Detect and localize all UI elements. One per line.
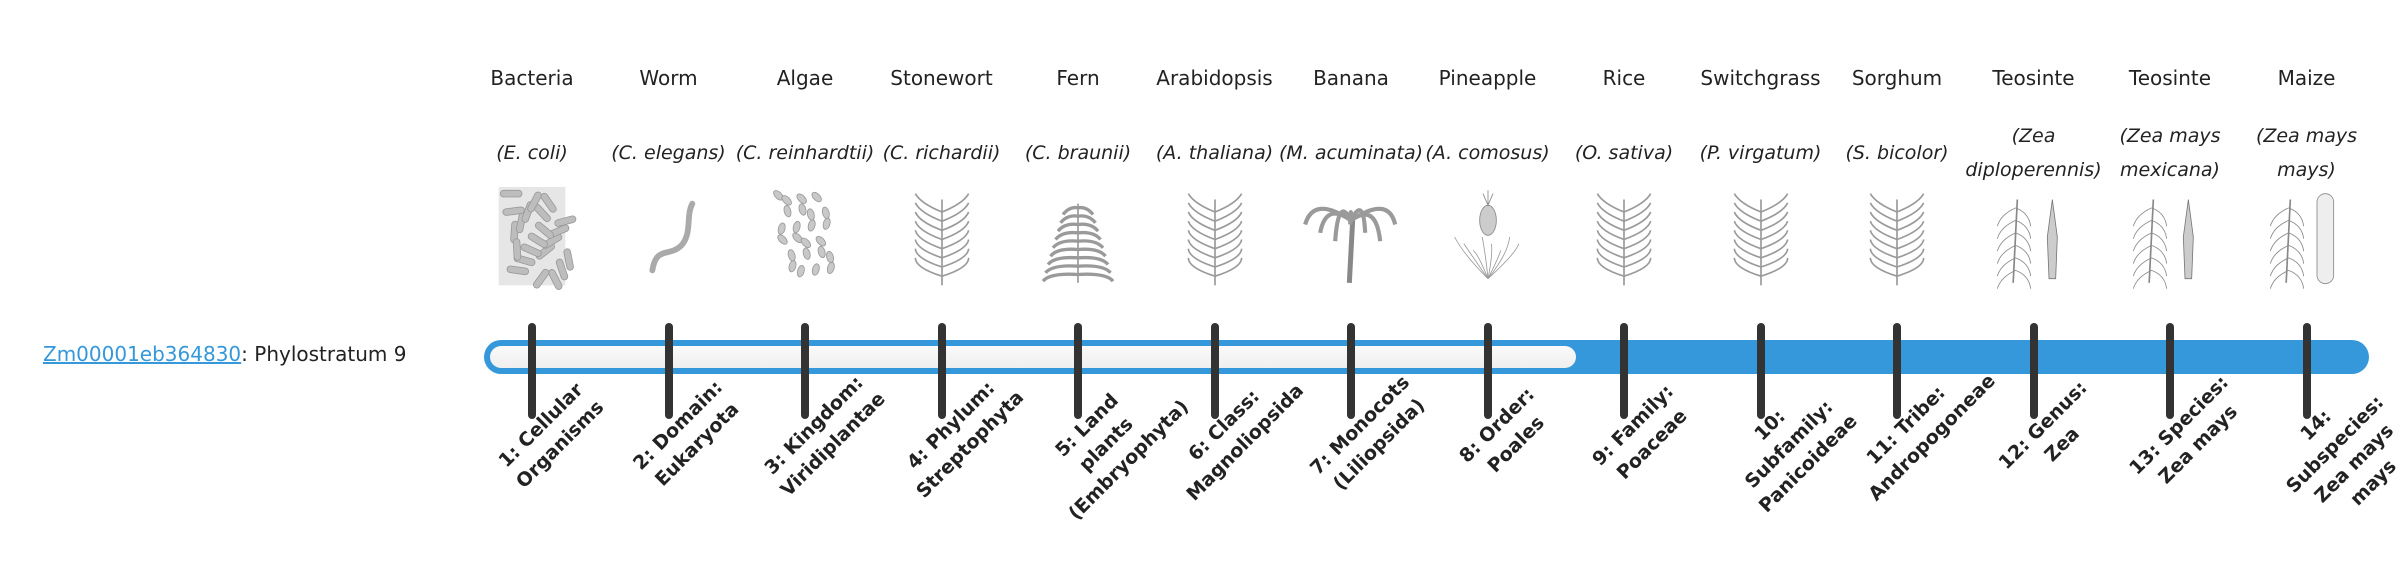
organism-illustration xyxy=(619,177,719,297)
banana-tree-icon xyxy=(1303,206,1398,283)
worm-icon xyxy=(648,200,695,274)
organism-scientific-name: (Zea mays mays) xyxy=(2255,125,2358,181)
stratum-tick xyxy=(2166,323,2174,419)
stratum-tick xyxy=(1210,323,1219,419)
organism-column: Teosinte (Zea diploperennis) xyxy=(1965,0,2102,580)
fern-icon xyxy=(1041,203,1115,283)
organism-illustration xyxy=(1165,177,1265,297)
organism-column: Arabidopsis (A. thaliana) xyxy=(1147,0,1283,580)
organism-common-name: Rice xyxy=(1602,66,1646,90)
stratum-tick xyxy=(937,323,946,419)
rice-icon xyxy=(1596,193,1652,286)
organism-column: Rice (O. sativa) xyxy=(1556,0,1692,580)
arabidopsis-icon xyxy=(1187,193,1242,286)
organism-scientific-name: (S. bicolor) xyxy=(1845,142,1949,164)
organism-illustration xyxy=(1984,177,2084,297)
stratum-tick xyxy=(2302,323,2311,419)
organism-common-name: Switchgrass xyxy=(1700,66,1821,90)
organism-common-name: Arabidopsis xyxy=(1156,66,1273,90)
organism-illustration xyxy=(892,177,992,297)
stratum-tick xyxy=(1893,323,1901,419)
organism-column: Maize (Zea mays mays) xyxy=(2239,0,2375,580)
organism-common-name: Sorghum xyxy=(1851,66,1943,90)
stratum-tick xyxy=(1347,323,1355,419)
organism-common-name: Teosinte xyxy=(2128,66,2212,90)
organism-illustration xyxy=(755,177,855,297)
organism-scientific-name: (C. braunii) xyxy=(1024,142,1132,164)
organism-illustration xyxy=(1847,177,1947,297)
stratum-tick xyxy=(1756,323,1765,419)
organism-common-name: Pineapple xyxy=(1438,66,1537,90)
stonewort-icon xyxy=(914,193,969,286)
organism-scientific-name: (M. acuminata) xyxy=(1279,142,1423,164)
organism-illustration xyxy=(1301,177,1401,297)
organism-common-name: Bacteria xyxy=(490,66,574,90)
gene-separator: : xyxy=(241,342,248,366)
organism-common-name: Maize xyxy=(2277,66,2336,90)
organism-scientific-name: (Zea diploperennis) xyxy=(1965,125,2102,181)
organism-common-name: Worm xyxy=(639,66,698,90)
phylostratum-label: Phylostratum 9 xyxy=(247,342,407,366)
organism-illustration xyxy=(1438,177,1538,297)
switchgrass-icon xyxy=(1733,193,1788,286)
organism-column: Pineapple (A. comosus) xyxy=(1420,0,1556,580)
organism-column: Switchgrass (P. virgatum) xyxy=(1693,0,1829,580)
organism-column: Fern (C. braunii) xyxy=(1010,0,1146,580)
pineapple-icon xyxy=(1453,190,1519,279)
organism-column: Bacteria (E. coli) xyxy=(464,0,600,580)
organism-common-name: Stonewort xyxy=(890,66,993,90)
organism-scientific-name: (C. richardii) xyxy=(882,142,1001,164)
organism-scientific-name: (O. sativa) xyxy=(1574,142,1674,164)
organism-scientific-name: (Zea mays mexicana) xyxy=(2119,125,2221,181)
teosinte-icon xyxy=(2132,199,2194,289)
organism-scientific-name: (C. elegans) xyxy=(611,142,726,164)
organism-column: Teosinte (Zea mays mexicana) xyxy=(2102,0,2238,580)
organism-illustration xyxy=(1711,177,1811,297)
stratum-tick xyxy=(2029,323,2038,419)
organism-column: Banana (M. acuminata) xyxy=(1279,0,1423,580)
maize-icon xyxy=(2269,193,2334,289)
organism-scientific-name: (P. virgatum) xyxy=(1699,142,1822,164)
stratum-tick xyxy=(1074,323,1082,419)
organism-illustration xyxy=(2120,177,2220,297)
organism-illustration xyxy=(1574,177,1674,297)
stratum-tick xyxy=(1620,323,1628,419)
stratum-tick xyxy=(801,323,809,419)
organism-column: Sorghum (S. bicolor) xyxy=(1829,0,1965,580)
organism-illustration xyxy=(1028,177,1128,297)
organism-illustration xyxy=(2257,177,2357,297)
organism-illustration xyxy=(482,177,582,297)
algae-cells-icon xyxy=(773,190,835,278)
organism-scientific-name: (A. thaliana) xyxy=(1155,142,1274,164)
organism-scientific-name: (A. comosus) xyxy=(1425,142,1550,164)
stratum-tick xyxy=(664,323,673,419)
organism-column: Algae (C. reinhardtii) xyxy=(736,0,874,580)
sorghum-icon xyxy=(1869,193,1925,286)
organism-column: Stonewort (C. richardii) xyxy=(874,0,1010,580)
stratum-tick xyxy=(1483,323,1492,419)
teosinte-icon xyxy=(1996,199,2058,289)
organism-common-name: Teosinte xyxy=(1992,66,2075,90)
organism-scientific-name: (E. coli) xyxy=(496,142,568,164)
gene-id-link[interactable]: Zm00001eb364830 xyxy=(43,342,242,366)
bacteria-rods-icon xyxy=(498,187,577,290)
organism-common-name: Algae xyxy=(776,66,834,90)
phylostratum-bar xyxy=(484,340,2369,374)
organism-common-name: Fern xyxy=(1056,66,1100,90)
stratum-tick xyxy=(528,323,536,419)
organism-common-name: Banana xyxy=(1313,66,1389,90)
gene-label: Zm00001eb364830: Phylostratum 9 xyxy=(43,342,406,366)
organism-column: Worm (C. elegans) xyxy=(601,0,737,580)
organism-scientific-name: (C. reinhardtii) xyxy=(735,142,875,164)
phylostratum-bar-unfilled xyxy=(490,346,1576,368)
